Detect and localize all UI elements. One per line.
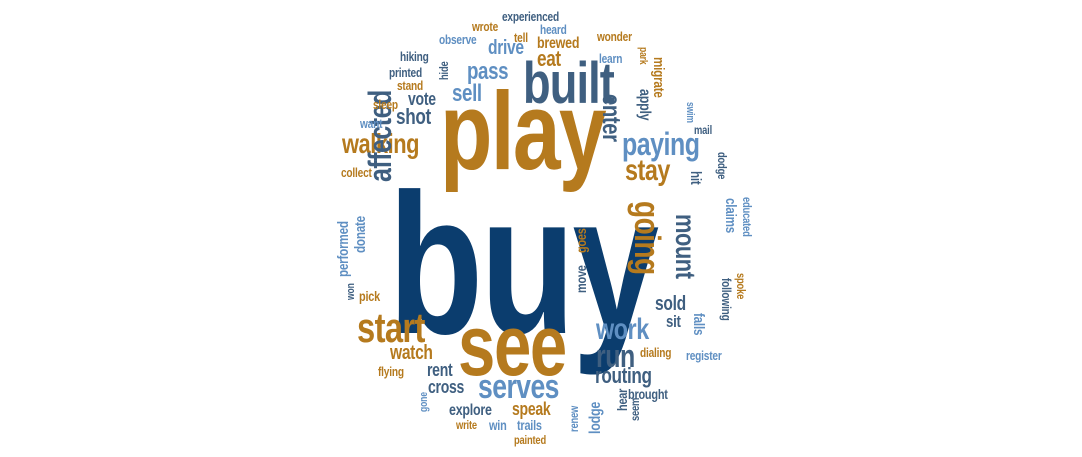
word-cross: cross xyxy=(428,377,465,397)
word-heard: heard xyxy=(540,22,567,37)
word-buy: buy xyxy=(388,153,659,376)
word-seem: seem xyxy=(628,397,642,421)
word-enter: enter xyxy=(597,94,627,142)
word-flying: flying xyxy=(378,364,404,379)
word-register: register xyxy=(686,348,722,363)
word-start: start xyxy=(357,304,425,351)
word-park: park xyxy=(637,47,649,65)
word-run: run xyxy=(596,338,635,374)
word-spoke: spoke xyxy=(734,273,748,300)
word-see: see xyxy=(458,298,567,394)
word-won: won xyxy=(345,283,357,300)
word-migrate: migrate xyxy=(650,57,667,98)
word-rent: rent xyxy=(427,360,453,380)
word-trails: trails xyxy=(517,417,542,433)
word-routing: routing xyxy=(595,363,652,388)
word-wonder: wonder xyxy=(597,29,632,44)
word-paying: paying xyxy=(622,126,700,162)
word-write: write xyxy=(456,418,477,432)
word-watch: watch xyxy=(390,342,433,364)
word-experienced: experienced xyxy=(502,9,559,24)
word-lodge: lodge xyxy=(587,401,604,434)
word-performed: performed xyxy=(335,221,352,277)
word-tell: tell xyxy=(514,30,528,45)
word-mount: mount xyxy=(670,214,701,279)
word-collect: collect xyxy=(341,165,372,180)
word-educated: educated xyxy=(740,197,754,237)
word-explore: explore xyxy=(449,402,492,419)
word-sell: sell xyxy=(452,80,482,107)
word-hit: hit xyxy=(687,171,704,185)
word-drive: drive xyxy=(488,37,524,59)
word-brought: brought xyxy=(628,386,668,402)
word-wrote: wrote xyxy=(472,19,499,34)
word-walking: walking xyxy=(342,128,420,159)
word-learn: learn xyxy=(599,51,623,66)
word-work: work xyxy=(596,313,649,346)
word-observe: observe xyxy=(439,32,477,47)
word-play: play xyxy=(440,70,607,193)
word-hide: hide xyxy=(437,61,451,80)
word-swim: swim xyxy=(684,102,696,123)
word-painted: painted xyxy=(514,433,546,447)
word-mail: mail xyxy=(694,123,712,137)
word-eat: eat xyxy=(537,46,561,71)
word-donate: donate xyxy=(352,216,369,253)
word-hiking: hiking xyxy=(400,49,429,64)
word-dialing: dialing xyxy=(640,345,672,360)
word-renew: renew xyxy=(567,405,581,432)
word-going: going xyxy=(627,201,668,275)
word-sit: sit xyxy=(666,312,681,331)
word-serves: serves xyxy=(478,368,559,406)
word-win: win xyxy=(489,417,507,433)
word-want: want xyxy=(360,116,383,131)
word-stand: stand xyxy=(397,78,424,93)
word-speak: speak xyxy=(512,399,551,419)
word-vote: vote xyxy=(408,89,436,109)
word-stay: stay xyxy=(625,154,670,187)
word-brewed: brewed xyxy=(537,35,580,52)
word-falls: falls xyxy=(690,313,707,336)
word-shot: shot xyxy=(396,104,431,129)
word-sold: sold xyxy=(655,293,686,315)
word-built: built xyxy=(523,51,615,116)
word-pick: pick xyxy=(359,288,380,304)
word-pass: pass xyxy=(467,58,509,85)
word-gone: gone xyxy=(418,392,430,412)
word-claims: claims xyxy=(722,198,739,234)
word-move: move xyxy=(573,265,589,293)
word-dodge: dodge xyxy=(715,152,729,180)
word-hear: hear xyxy=(614,388,630,411)
word-goes: goes xyxy=(573,228,589,253)
word-following: following xyxy=(719,278,734,321)
word-sleep: sleep xyxy=(373,97,398,112)
word-printed: printed xyxy=(389,65,422,80)
